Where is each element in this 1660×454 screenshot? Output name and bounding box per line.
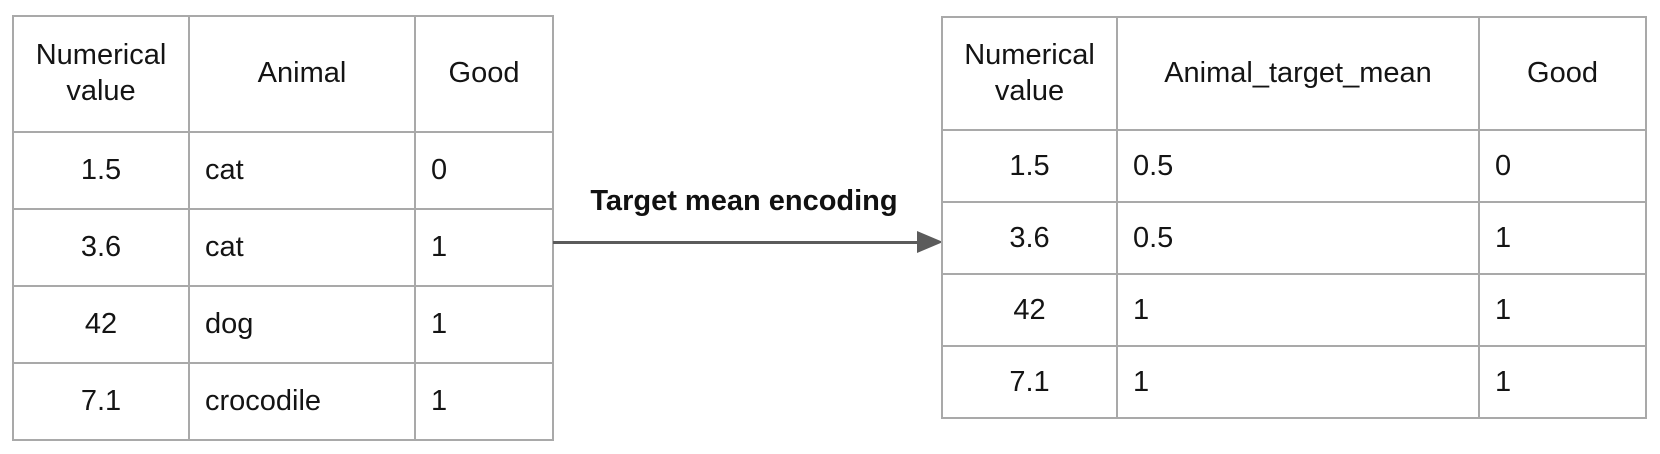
table-row: 1.5 0.5 0 [941,129,1647,203]
table-cell: 42 [941,273,1118,347]
table-row: 42 1 1 [941,273,1647,347]
table-row: 42 dog 1 [12,285,554,364]
table-cell: 1 [1478,345,1647,419]
table-cell: 7.1 [941,345,1118,419]
table-cell: 1.5 [941,129,1118,203]
table-row: 1.5 cat 0 [12,131,554,210]
table-row: 7.1 1 1 [941,345,1647,419]
table-cell: 0.5 [1116,201,1480,275]
header-row: Numerical value Animal_target_mean Good [941,16,1647,131]
table-cell: cat [188,208,416,287]
table-cell: 0 [414,131,554,210]
col-header-good: Good [1478,16,1647,131]
col-header-good: Good [414,15,554,133]
table-cell: 7.1 [12,362,190,441]
table-cell: 1 [1478,273,1647,347]
table-row: 3.6 cat 1 [12,208,554,287]
table-cell: 3.6 [941,201,1118,275]
original-table: Numerical value Animal Good 1.5 cat 0 3.… [12,15,554,441]
table-cell: 0 [1478,129,1647,203]
right-arrow-line [553,241,920,244]
table-cell: dog [188,285,416,364]
table-cell: 1 [1116,273,1480,347]
col-header-animal-target-mean: Animal_target_mean [1116,16,1480,131]
table-cell: crocodile [188,362,416,441]
table-cell: 0.5 [1116,129,1480,203]
table-cell: 1 [1478,201,1647,275]
table-cell: 1 [414,285,554,364]
table-row: 3.6 0.5 1 [941,201,1647,275]
table-row: 7.1 crocodile 1 [12,362,554,441]
table-cell: 1.5 [12,131,190,210]
table-cell: 3.6 [12,208,190,287]
encoded-table: Numerical value Animal_target_mean Good … [941,16,1647,419]
table-cell: 1 [414,362,554,441]
col-header-animal: Animal [188,15,416,133]
table-cell: 1 [414,208,554,287]
arrow-label: Target mean encoding [590,185,898,217]
col-header-numerical-value: Numerical value [12,15,190,133]
table-cell: 1 [1116,345,1480,419]
col-header-numerical-value: Numerical value [941,16,1118,131]
right-arrowhead-icon [917,231,943,253]
table-cell: 42 [12,285,190,364]
header-row: Numerical value Animal Good [12,15,554,133]
table-cell: cat [188,131,416,210]
